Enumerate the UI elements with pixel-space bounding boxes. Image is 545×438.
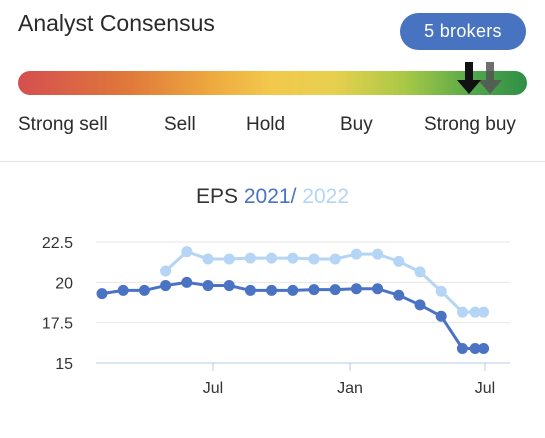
data-point-2022[interactable] [287, 252, 299, 264]
data-point-2021[interactable] [456, 342, 468, 354]
data-point-2022[interactable] [456, 306, 468, 318]
chart-title-sep: / [290, 185, 297, 208]
data-point-2022[interactable] [414, 266, 426, 278]
data-point-2021[interactable] [266, 284, 278, 296]
data-point-2022[interactable] [308, 253, 320, 265]
arrow-down-icon [457, 62, 481, 94]
data-point-2021[interactable] [350, 283, 362, 295]
data-point-2022[interactable] [435, 285, 447, 297]
data-point-2022[interactable] [469, 306, 481, 318]
data-point-2021[interactable] [181, 276, 193, 288]
data-point-2021[interactable] [435, 310, 447, 322]
data-point-2022[interactable] [329, 253, 341, 265]
data-point-2021[interactable] [244, 284, 256, 296]
data-point-2022[interactable] [160, 265, 172, 277]
data-point-2021[interactable] [414, 299, 426, 311]
data-point-2022[interactable] [223, 253, 235, 265]
brokers-badge[interactable]: 5 brokers [400, 13, 526, 50]
scale-label-hold: Hold [246, 114, 286, 135]
chart-title: EPS 2021/ 2022 [0, 185, 545, 209]
scale-label-strong-sell: Strong sell [18, 114, 108, 135]
chart-title-prefix: EPS [196, 185, 239, 208]
scale-label-sell: Sell [164, 114, 196, 135]
y-tick-label: 20 [55, 275, 73, 292]
data-point-2021[interactable] [117, 284, 129, 296]
data-point-2021[interactable] [287, 284, 299, 296]
y-tick-label: 15 [55, 356, 73, 373]
data-point-2021[interactable] [478, 342, 490, 354]
x-tick-label: Jul [203, 380, 223, 397]
data-point-2022[interactable] [181, 246, 193, 258]
scale-label-buy: Buy [340, 114, 373, 135]
consensus-gradient-bar [18, 71, 527, 95]
data-point-2022[interactable] [266, 252, 278, 264]
eps-card [0, 162, 545, 438]
data-point-2022[interactable] [350, 248, 362, 260]
chart-title-year1: 2021 [243, 185, 291, 208]
data-point-2021[interactable] [372, 283, 384, 295]
scale-label-strong-buy: Strong buy [424, 114, 516, 135]
data-point-2021[interactable] [329, 284, 341, 296]
data-point-2021[interactable] [160, 280, 172, 292]
data-point-2021[interactable] [202, 280, 214, 292]
data-point-2021[interactable] [138, 284, 150, 296]
data-point-2021[interactable] [308, 284, 320, 296]
y-tick-label: 17.5 [42, 316, 73, 333]
data-point-2021[interactable] [223, 280, 235, 292]
data-point-2021[interactable] [96, 288, 108, 300]
consensus-title: Analyst Consensus [18, 10, 215, 36]
data-point-2022[interactable] [372, 248, 384, 260]
data-point-2022[interactable] [393, 255, 405, 267]
x-tick-label: Jan [337, 380, 363, 397]
data-point-2021[interactable] [469, 342, 481, 354]
y-tick-label: 22.5 [42, 235, 73, 252]
arrow-down-icon [478, 62, 502, 94]
data-point-2021[interactable] [393, 289, 405, 301]
data-point-2022[interactable] [244, 252, 256, 264]
data-point-2022[interactable] [478, 306, 490, 318]
data-point-2022[interactable] [202, 253, 214, 265]
chart-title-year2: 2022 [302, 185, 349, 208]
x-tick-label: Jul [475, 380, 495, 397]
